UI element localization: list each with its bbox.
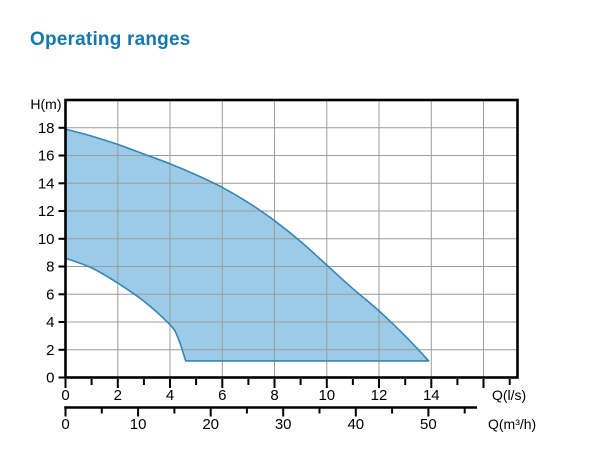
- y-axis: 0 2 4 6 8 10 12 14 16 18 H(m): [30, 96, 65, 387]
- x-tick-label-m3h: 20: [202, 416, 219, 433]
- y-tick-label: 2: [46, 342, 54, 359]
- x-axis-ls: 0 2 4 6 8 10 12 14 Q(l/s): [61, 379, 526, 404]
- y-tick-label: 8: [46, 259, 54, 276]
- x-tick-label-ls: 0: [61, 387, 69, 404]
- x-tick-label-m3h: 10: [130, 416, 147, 433]
- x-axis-m3h-unit-label: Q(m³/h): [488, 416, 536, 432]
- x-tick-label-m3h: 30: [275, 416, 292, 433]
- x-tick-label-ls: 4: [166, 387, 174, 404]
- x-axis-m3h: 0 10 20 30 40 50 Q(m³/h): [61, 406, 536, 433]
- gridlines: [65, 100, 518, 378]
- x-tick-label-ls: 8: [270, 387, 278, 404]
- operating-range-region: [65, 129, 429, 361]
- y-tick-label: 18: [38, 120, 55, 137]
- y-tick-label: 12: [38, 203, 55, 220]
- x-tick-label-ls: 12: [371, 387, 388, 404]
- y-tick-label: 10: [38, 231, 55, 248]
- x-tick-label-ls: 10: [318, 387, 335, 404]
- y-tick-label: 16: [38, 148, 55, 165]
- x-tick-label-ls: 6: [218, 387, 226, 404]
- y-tick-label: 6: [46, 287, 54, 304]
- x-tick-label-m3h: 50: [420, 416, 437, 433]
- x-tick-label-m3h: 0: [61, 416, 69, 433]
- x-axis-ls-unit-label: Q(l/s): [492, 387, 526, 403]
- x-tick-label-m3h: 40: [347, 416, 364, 433]
- x-tick-label-ls: 2: [114, 387, 122, 404]
- y-tick-label: 0: [46, 370, 54, 387]
- plot-border: [64, 98, 519, 379]
- operating-range-outline: [64, 128, 430, 362]
- y-tick-label: 14: [38, 176, 55, 193]
- y-tick-label: 4: [46, 314, 54, 331]
- page-title: Operating ranges: [30, 29, 191, 50]
- x-tick-label-ls: 14: [423, 387, 440, 404]
- y-axis-unit-label: H(m): [30, 96, 61, 112]
